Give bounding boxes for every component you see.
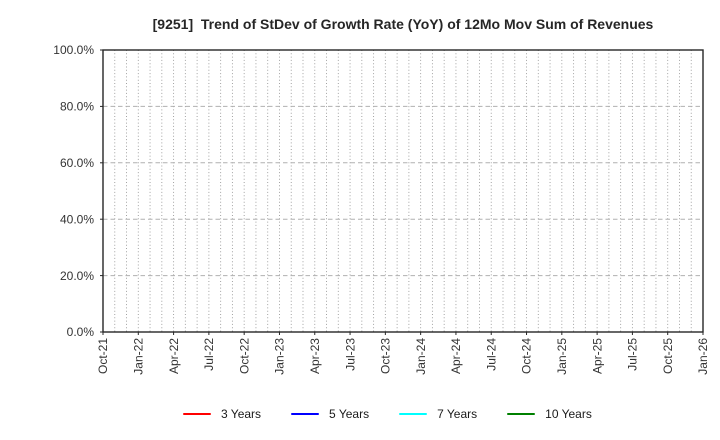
grid-horizontal [103, 105, 703, 277]
legend: 3 Years 5 Years 7 Years 10 Years [183, 405, 592, 423]
y-tick-label: 20.0% [60, 269, 94, 283]
legend-line-icon-3-years [183, 412, 211, 416]
x-tick-label: Oct-25 [661, 338, 675, 374]
y-tick-label: 100.0% [53, 43, 94, 57]
x-tick-label: Jan-26 [696, 338, 710, 375]
x-tick-label: Jan-23 [273, 338, 287, 375]
x-tick-label: Jul-24 [484, 338, 498, 371]
y-axis-labels: 0.0% 20.0% 40.0% 60.0% 80.0% 100.0% [53, 43, 94, 339]
x-tick-label: Jul-25 [626, 338, 640, 371]
legend-line-icon-10-years [507, 412, 536, 416]
y-tick-label: 80.0% [60, 100, 94, 114]
x-tick-label: Apr-22 [167, 338, 181, 374]
axes-spines [102, 49, 704, 333]
x-tick-label: Jan-25 [555, 338, 569, 375]
chart-title: [9251] Trend of StDev of Growth Rate (Yo… [152, 16, 654, 32]
legend-label-3-years: 3 Years [221, 407, 262, 421]
x-tick-label: Oct-24 [520, 338, 534, 374]
y-tick-label: 60.0% [60, 156, 94, 170]
legend-label-10-years: 10 Years [545, 407, 592, 421]
grid-vertical [114, 50, 692, 332]
x-tick-label: Jul-23 [343, 338, 357, 371]
legend-item-10-years: 10 Years [507, 406, 592, 422]
x-tick-label: Oct-22 [237, 338, 251, 374]
x-tick-label: Jan-24 [414, 338, 428, 375]
y-tick-label: 0.0% [67, 325, 95, 339]
axis-ticks [100, 49, 704, 335]
x-tick-label: Jan-22 [131, 338, 145, 375]
x-tick-label: Apr-24 [449, 338, 463, 374]
x-tick-label: Apr-23 [308, 338, 322, 374]
x-tick-label: Apr-25 [590, 338, 604, 374]
x-tick-label: Oct-23 [379, 338, 393, 374]
x-tick-label: Oct-21 [96, 338, 110, 374]
legend-item-3-years: 3 Years [183, 406, 261, 422]
legend-line-icon-7-years [399, 412, 428, 416]
legend-line-icon-5-years [291, 412, 320, 416]
legend-item-5-years: 5 Years [291, 406, 369, 422]
x-axis-labels: Oct-21 Jan-22 Apr-22 Jul-22 Oct-22 Jan-23 Apr-… [96, 338, 710, 375]
legend-item-7-years: 7 Years [399, 406, 477, 422]
legend-label-5-years: 5 Years [329, 407, 370, 421]
x-tick-label: Jul-22 [202, 338, 216, 371]
y-tick-label: 40.0% [60, 212, 94, 226]
legend-label-7-years: 7 Years [437, 407, 478, 421]
